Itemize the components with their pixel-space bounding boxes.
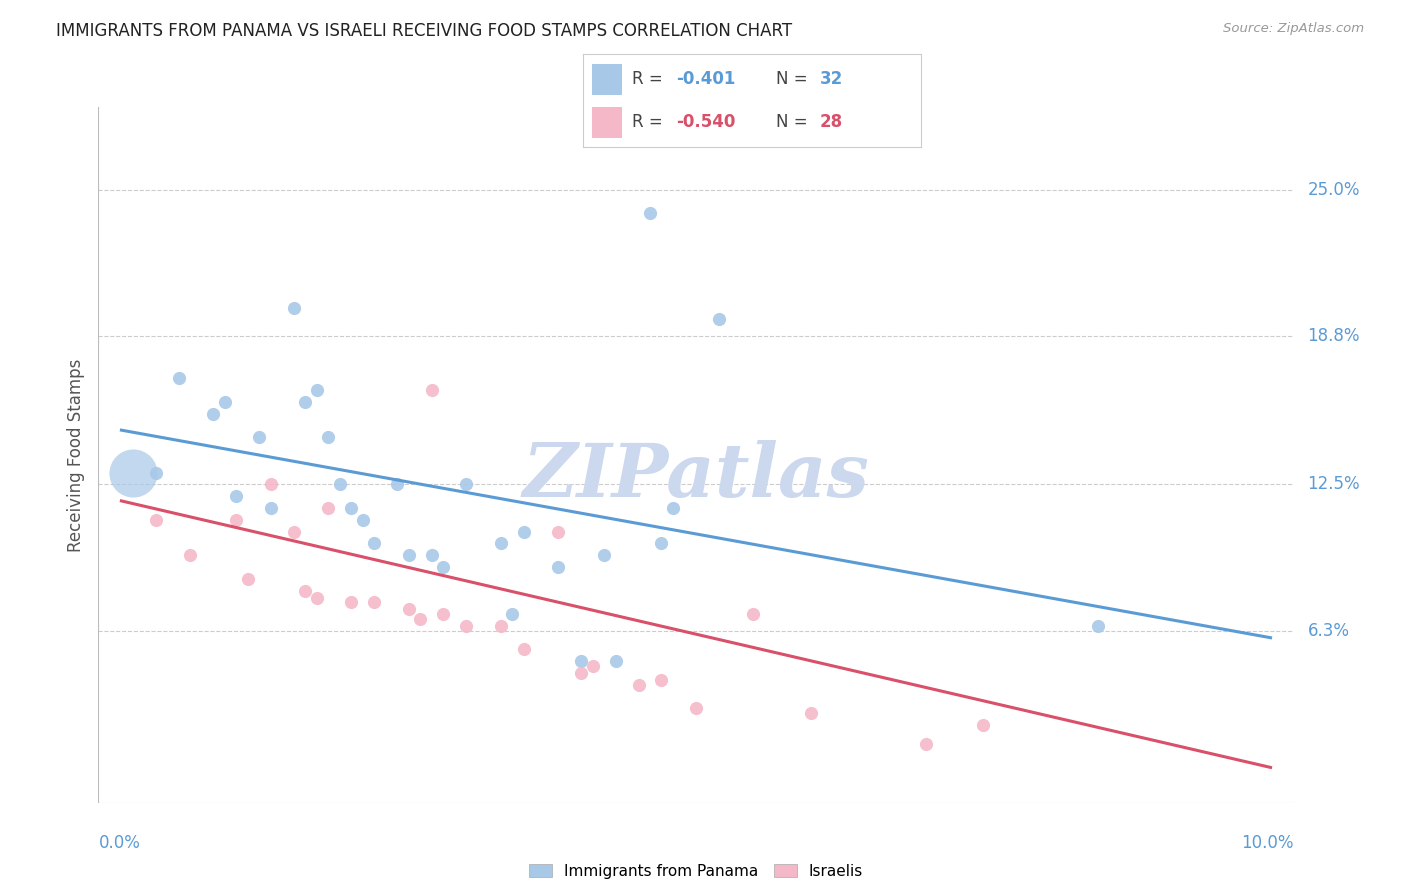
- Point: [294, 395, 316, 409]
- Point: [501, 607, 523, 621]
- Point: [432, 560, 454, 574]
- Point: [972, 718, 994, 732]
- Point: [685, 701, 707, 715]
- Point: [605, 654, 627, 668]
- Text: 28: 28: [820, 113, 842, 131]
- Point: [569, 654, 592, 668]
- Point: [236, 572, 259, 586]
- Point: [316, 500, 339, 515]
- Point: [329, 477, 352, 491]
- Point: [420, 548, 443, 562]
- Text: ZIPatlas: ZIPatlas: [523, 440, 869, 512]
- Point: [662, 500, 685, 515]
- Text: 6.3%: 6.3%: [1308, 622, 1350, 640]
- Point: [707, 312, 730, 326]
- Text: N =: N =: [776, 113, 813, 131]
- Text: 32: 32: [820, 70, 844, 88]
- Point: [581, 659, 603, 673]
- Point: [1087, 619, 1109, 633]
- Point: [283, 301, 305, 315]
- Point: [800, 706, 823, 721]
- Point: [547, 524, 569, 539]
- Text: 10.0%: 10.0%: [1241, 834, 1294, 852]
- Point: [294, 583, 316, 598]
- Point: [340, 595, 363, 609]
- Point: [489, 619, 512, 633]
- Point: [650, 673, 672, 688]
- Point: [456, 477, 478, 491]
- Point: [512, 524, 534, 539]
- Y-axis label: Receiving Food Stamps: Receiving Food Stamps: [66, 359, 84, 551]
- Point: [627, 678, 650, 692]
- Point: [363, 595, 385, 609]
- Text: IMMIGRANTS FROM PANAMA VS ISRAELI RECEIVING FOOD STAMPS CORRELATION CHART: IMMIGRANTS FROM PANAMA VS ISRAELI RECEIV…: [56, 22, 793, 40]
- Point: [122, 466, 145, 480]
- Point: [456, 619, 478, 633]
- Point: [650, 536, 672, 550]
- Point: [489, 536, 512, 550]
- Point: [340, 500, 363, 515]
- Point: [638, 206, 661, 220]
- Text: -0.540: -0.540: [676, 113, 735, 131]
- Point: [409, 612, 432, 626]
- Point: [420, 383, 443, 397]
- Point: [202, 407, 225, 421]
- Text: -0.401: -0.401: [676, 70, 735, 88]
- Point: [260, 500, 283, 515]
- Point: [179, 548, 201, 562]
- Point: [363, 536, 385, 550]
- Point: [247, 430, 270, 444]
- Point: [398, 602, 420, 616]
- Point: [145, 466, 167, 480]
- Text: 18.8%: 18.8%: [1308, 326, 1360, 345]
- FancyBboxPatch shape: [592, 64, 623, 95]
- Point: [167, 371, 190, 385]
- Text: Source: ZipAtlas.com: Source: ZipAtlas.com: [1223, 22, 1364, 36]
- Point: [225, 513, 247, 527]
- Point: [305, 383, 328, 397]
- Text: 25.0%: 25.0%: [1308, 180, 1360, 199]
- Point: [593, 548, 616, 562]
- Text: 12.5%: 12.5%: [1308, 475, 1360, 493]
- Text: 0.0%: 0.0%: [98, 834, 141, 852]
- Point: [547, 560, 569, 574]
- Text: N =: N =: [776, 70, 813, 88]
- Point: [432, 607, 454, 621]
- Point: [569, 666, 592, 681]
- Point: [214, 395, 236, 409]
- FancyBboxPatch shape: [592, 107, 623, 138]
- Legend: Immigrants from Panama, Israelis: Immigrants from Panama, Israelis: [529, 863, 863, 879]
- Point: [145, 513, 167, 527]
- Text: R =: R =: [633, 113, 668, 131]
- Point: [260, 477, 283, 491]
- Point: [283, 524, 305, 539]
- Point: [305, 591, 328, 605]
- Point: [512, 642, 534, 657]
- Point: [225, 489, 247, 503]
- Point: [914, 737, 936, 751]
- Point: [352, 513, 374, 527]
- Point: [742, 607, 765, 621]
- Text: R =: R =: [633, 70, 668, 88]
- Point: [398, 548, 420, 562]
- Point: [316, 430, 339, 444]
- Point: [385, 477, 408, 491]
